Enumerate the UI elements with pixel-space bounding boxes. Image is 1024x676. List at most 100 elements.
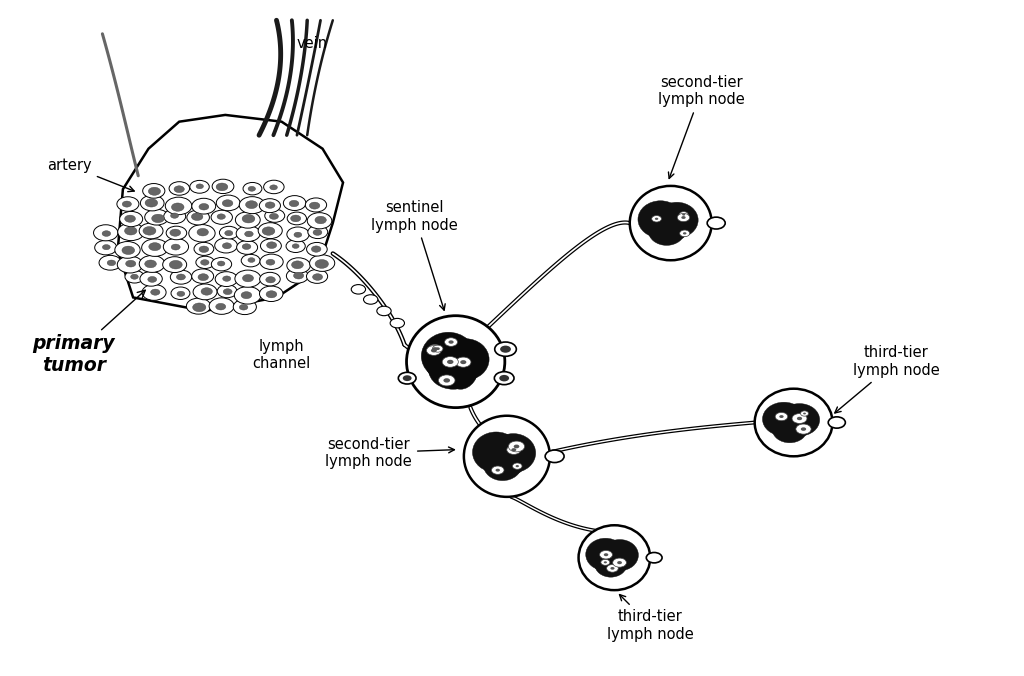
Circle shape [507, 445, 521, 454]
Circle shape [142, 285, 166, 300]
Ellipse shape [442, 339, 489, 380]
Circle shape [215, 272, 238, 287]
Circle shape [243, 183, 262, 195]
Ellipse shape [648, 216, 685, 245]
Circle shape [496, 468, 500, 472]
Circle shape [435, 347, 439, 350]
Circle shape [460, 360, 466, 364]
Circle shape [216, 183, 227, 191]
Circle shape [292, 244, 299, 248]
Circle shape [287, 227, 309, 242]
Circle shape [260, 239, 282, 253]
Ellipse shape [656, 213, 689, 241]
Circle shape [398, 372, 416, 384]
Ellipse shape [490, 433, 536, 473]
Circle shape [102, 231, 111, 237]
Circle shape [516, 465, 519, 467]
Circle shape [432, 347, 437, 351]
Circle shape [651, 216, 662, 222]
Circle shape [142, 184, 165, 198]
Circle shape [120, 212, 142, 226]
Circle shape [194, 284, 217, 300]
Ellipse shape [472, 432, 520, 473]
Circle shape [118, 256, 142, 273]
Circle shape [646, 552, 663, 563]
Circle shape [125, 270, 144, 283]
Circle shape [219, 226, 239, 239]
Circle shape [216, 304, 225, 310]
Circle shape [163, 257, 186, 272]
Circle shape [148, 243, 161, 251]
Circle shape [291, 215, 301, 222]
Text: vein: vein [297, 37, 328, 51]
Circle shape [242, 214, 255, 223]
Circle shape [147, 276, 157, 283]
Circle shape [306, 243, 328, 256]
Circle shape [311, 246, 321, 252]
Circle shape [212, 179, 233, 193]
Circle shape [248, 187, 256, 191]
Circle shape [144, 260, 157, 268]
Text: primary
tumor: primary tumor [33, 290, 145, 375]
Circle shape [201, 260, 209, 265]
Circle shape [449, 340, 454, 344]
Circle shape [377, 306, 391, 316]
Circle shape [681, 216, 686, 219]
Circle shape [234, 270, 261, 287]
Circle shape [126, 260, 136, 267]
Circle shape [294, 232, 302, 237]
Circle shape [606, 564, 618, 572]
Circle shape [108, 260, 116, 266]
Ellipse shape [421, 332, 475, 380]
Circle shape [797, 417, 802, 420]
Circle shape [248, 258, 255, 262]
Circle shape [683, 232, 686, 235]
Circle shape [266, 276, 275, 283]
Circle shape [170, 270, 191, 284]
Circle shape [194, 243, 214, 256]
Circle shape [237, 226, 260, 241]
Text: third-tier
lymph node: third-tier lymph node [607, 595, 693, 642]
Circle shape [169, 260, 182, 269]
Circle shape [305, 198, 327, 212]
Circle shape [655, 218, 658, 220]
Circle shape [211, 210, 232, 224]
Circle shape [223, 289, 232, 295]
Circle shape [442, 356, 459, 367]
Circle shape [144, 210, 169, 225]
Circle shape [492, 466, 504, 475]
Circle shape [456, 357, 471, 367]
Circle shape [216, 195, 240, 211]
Circle shape [125, 226, 137, 235]
Circle shape [260, 254, 284, 270]
Circle shape [508, 441, 524, 452]
Circle shape [511, 448, 516, 452]
Circle shape [495, 372, 514, 385]
Circle shape [224, 231, 232, 236]
Ellipse shape [586, 538, 625, 571]
Circle shape [306, 270, 328, 283]
Ellipse shape [601, 539, 638, 571]
Circle shape [171, 203, 184, 212]
Circle shape [269, 185, 278, 190]
Circle shape [139, 256, 165, 272]
Circle shape [165, 197, 191, 215]
Circle shape [170, 229, 180, 237]
Circle shape [125, 215, 135, 222]
Circle shape [166, 226, 186, 240]
Circle shape [233, 299, 256, 314]
Circle shape [245, 231, 253, 237]
Circle shape [284, 195, 306, 210]
Circle shape [287, 258, 310, 273]
Circle shape [545, 450, 564, 462]
Circle shape [438, 375, 455, 386]
Circle shape [313, 230, 322, 235]
Circle shape [779, 415, 783, 418]
Circle shape [174, 186, 184, 193]
Text: artery: artery [47, 158, 134, 192]
Circle shape [258, 222, 283, 239]
Circle shape [351, 285, 366, 294]
Circle shape [198, 274, 209, 281]
Text: second-tier
lymph node: second-tier lymph node [658, 75, 744, 178]
Circle shape [189, 180, 209, 193]
